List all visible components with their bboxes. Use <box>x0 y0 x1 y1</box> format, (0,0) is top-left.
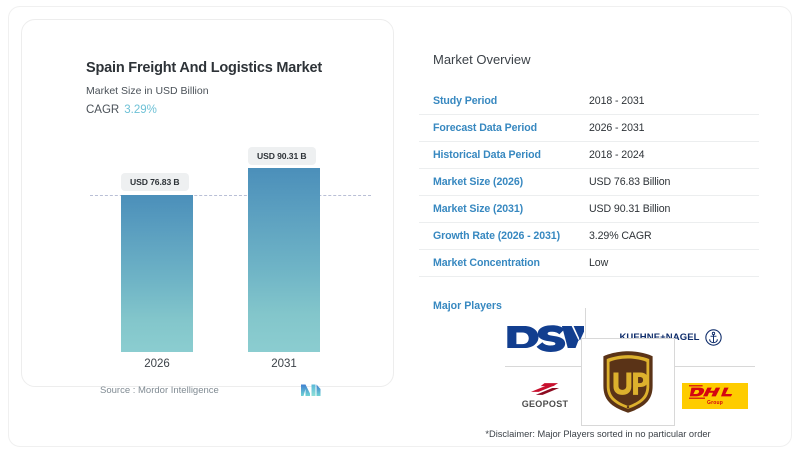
row-label: Market Concentration <box>433 257 540 269</box>
player-logo-dhl: Group <box>675 367 755 424</box>
row-value: USD 90.31 Billion <box>589 203 671 215</box>
x-axis-tick-2026: 2026 <box>144 358 170 370</box>
geopost-wordmark: GEOPOST <box>521 399 569 409</box>
row-label: Forecast Data Period <box>433 122 537 134</box>
disclaimer-text: *Disclaimer: Major Players sorted in no … <box>485 429 711 439</box>
chart-subtitle: Market Size in USD Billion <box>86 85 209 97</box>
table-row: Historical Data Period 2018 - 2024 <box>419 142 759 169</box>
row-value: 2018 - 2024 <box>589 149 645 161</box>
row-value: Low <box>589 257 609 269</box>
table-row: Study Period 2018 - 2031 <box>419 88 759 115</box>
row-label: Market Size (2026) <box>433 176 524 188</box>
row-value: 2026 - 2031 <box>589 122 645 134</box>
row-value: 3.29% CAGR <box>589 230 652 242</box>
dhl-wordmark-icon <box>689 385 733 399</box>
source-text: Source : Mordor Intelligence <box>100 385 219 396</box>
player-logo-kuehne-nagel: KUEHNE+NAGEL <box>586 308 755 366</box>
market-overview-heading: Market Overview <box>433 52 531 67</box>
bar-value-label-2026: USD 76.83 B <box>121 173 189 191</box>
table-row: Growth Rate (2026 - 2031) 3.29% CAGR <box>419 223 759 250</box>
bar-2031 <box>248 168 320 352</box>
reference-dashed-line <box>90 195 371 196</box>
chart-card: Spain Freight And Logistics Market Marke… <box>21 19 395 396</box>
bar-2026 <box>121 195 193 352</box>
row-label: Historical Data Period <box>433 149 541 161</box>
mordor-intelligence-logo <box>301 384 321 396</box>
geopost-mark-icon <box>530 383 560 395</box>
dhl-group-text: Group <box>707 400 723 406</box>
kuehne-nagel-wordmark: KUEHNE+NAGEL <box>619 331 700 343</box>
row-value: 2018 - 2031 <box>589 95 645 107</box>
row-label: Study Period <box>433 95 498 107</box>
cagr-row: CAGR 3.29% <box>86 104 157 116</box>
ups-shield-icon <box>603 351 653 413</box>
grid-divider-vertical-top <box>585 308 586 366</box>
table-row: Market Size (2026) USD 76.83 Billion <box>419 169 759 196</box>
major-players-label: Major Players <box>433 300 502 312</box>
infographic-root: Spain Freight And Logistics Market Marke… <box>8 6 792 447</box>
cagr-value: 3.29% <box>124 104 157 116</box>
row-value: USD 76.83 Billion <box>589 176 671 188</box>
table-row: Market Size (2031) USD 90.31 Billion <box>419 196 759 223</box>
bar-value-label-2031: USD 90.31 B <box>248 147 316 165</box>
dsv-logo <box>507 325 584 352</box>
major-players-logo-grid: KUEHNE+NAGEL <box>505 308 755 426</box>
player-logo-geopost: GEOPOST <box>505 367 585 424</box>
table-row: Forecast Data Period 2026 - 2031 <box>419 115 759 142</box>
bar-chart-plot: USD 76.83 B USD 90.31 B 2026 2031 <box>22 20 395 388</box>
cagr-label: CAGR <box>86 104 120 116</box>
row-label: Growth Rate (2026 - 2031) <box>433 230 561 242</box>
anchor-icon <box>704 328 722 346</box>
chart-title: Spain Freight And Logistics Market <box>86 60 322 76</box>
x-axis-tick-2031: 2031 <box>271 358 297 370</box>
market-overview-panel: Market Overview Study Period 2018 - 2031… <box>419 25 759 439</box>
row-label: Market Size (2031) <box>433 203 524 215</box>
player-logo-ups <box>581 338 675 426</box>
dhl-badge: Group <box>682 382 748 409</box>
player-logo-dsv <box>505 308 585 366</box>
table-row: Market Concentration Low <box>419 250 759 277</box>
market-overview-table: Study Period 2018 - 2031 Forecast Data P… <box>419 88 759 277</box>
